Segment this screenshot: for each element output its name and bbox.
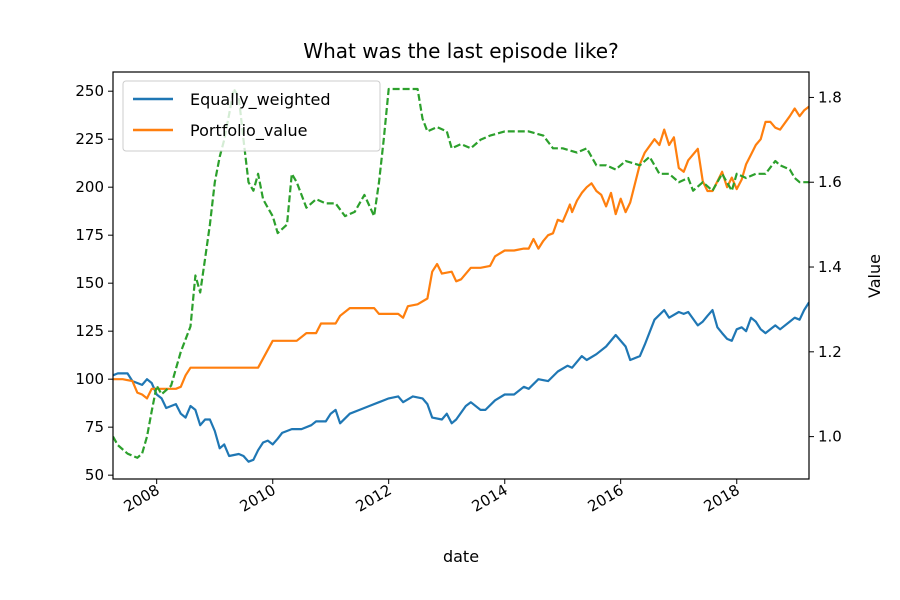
right-y-tick-label: 1.8 — [818, 88, 842, 106]
left-y-tick-label: 75 — [85, 418, 104, 436]
right-y-axis-label: Value — [865, 254, 884, 298]
chart-title: What was the last episode like? — [303, 39, 618, 63]
left-y-tick-label: 250 — [75, 82, 104, 100]
legend-box — [122, 80, 381, 152]
legend: Equally_weighted Portfolio_value — [122, 80, 381, 152]
right-y-tick-label: 1.6 — [818, 173, 842, 191]
left-y-tick-label: 175 — [75, 226, 104, 244]
series-line-portfolio-value — [113, 105, 809, 400]
left-y-tick-label: 50 — [85, 466, 104, 484]
right-y-tick-label: 1.2 — [818, 343, 842, 361]
legend-label-portfolio-value: Portfolio_value — [190, 121, 308, 141]
plot-frame — [112, 71, 810, 480]
x-axis-label: date — [443, 547, 479, 566]
right-y-tick-label: 1.4 — [818, 258, 842, 276]
left-y-tick-label: 125 — [75, 322, 104, 340]
left-y-tick-label: 150 — [75, 274, 104, 292]
series-line-equally-weighted — [113, 301, 809, 463]
left-y-tick-label: 100 — [75, 370, 104, 388]
left-y-tick-label: 200 — [75, 178, 104, 196]
right-y-tick-label: 1.0 — [818, 428, 842, 446]
legend-label-equally-weighted: Equally_weighted — [190, 90, 331, 110]
series-line-unlabeled — [113, 87, 809, 459]
left-y-tick-label: 225 — [75, 130, 104, 148]
